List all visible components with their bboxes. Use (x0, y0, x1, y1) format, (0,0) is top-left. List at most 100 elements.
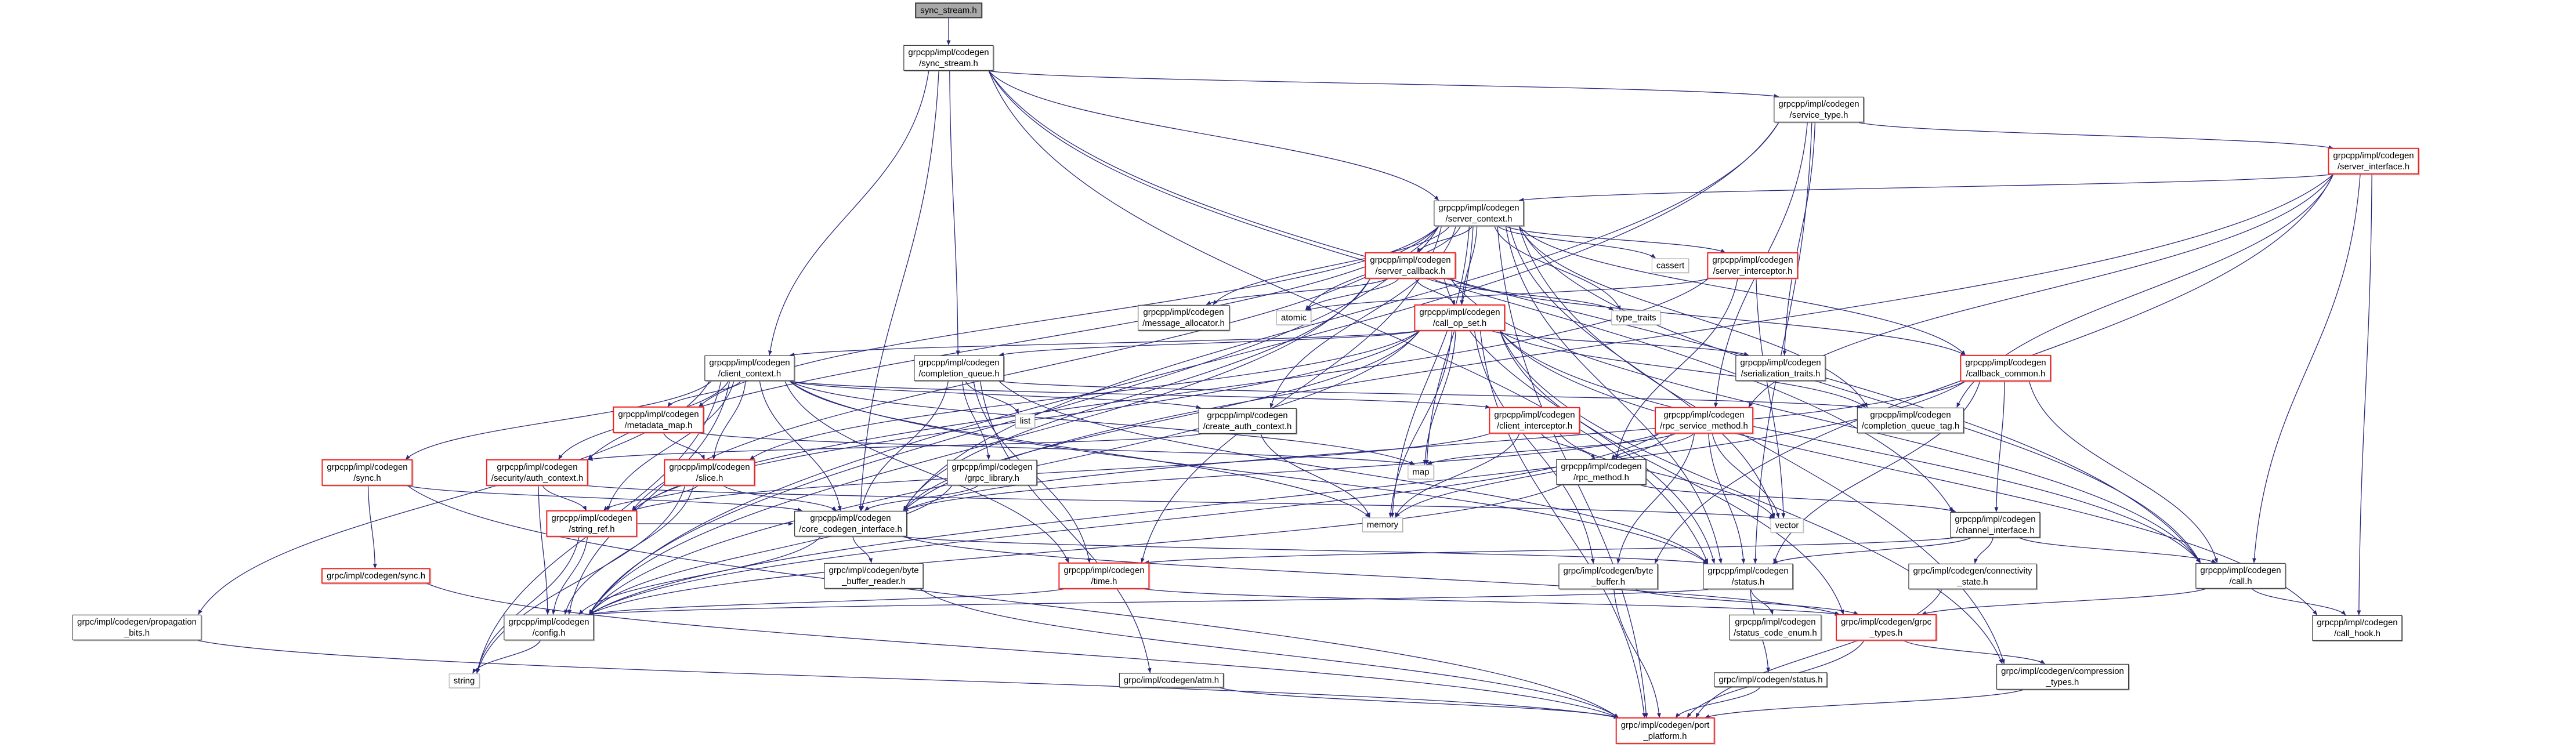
graph-node-status-pp[interactable]: grpcpp/impl/codegen /status.h (1703, 563, 1793, 590)
graph-edge-server-context-to-call-op-set (1460, 226, 1478, 305)
graph-edge-call-op-set-to-map (1423, 331, 1456, 465)
graph-node-cassert[interactable]: cassert (1651, 258, 1689, 273)
graph-node-sync-c[interactable]: grpc/impl/codegen/sync.h (321, 568, 431, 584)
graph-edge-time-to-config (588, 588, 1064, 616)
graph-edge-server-context-to-auth-context (588, 226, 1439, 460)
graph-edge-grpc-library-to-core-codegen-interface (864, 485, 979, 512)
graph-node-call[interactable]: grpcpp/impl/codegen /call.h (2195, 563, 2286, 589)
graph-node-rpc-service-method[interactable]: grpcpp/impl/codegen /rpc_service_method.… (1655, 407, 1753, 434)
graph-node-callback-common[interactable]: grpcpp/impl/codegen /callback_common.h (1960, 354, 2052, 382)
graph-edge-client-context-to-core-codegen-interface (759, 381, 842, 511)
graph-node-channel-interface[interactable]: grpcpp/impl/codegen /channel_interface.h (1950, 512, 2040, 538)
graph-edge-call-to-call-hook (2252, 589, 2346, 615)
graph-edge-client-context-to-status-pp (789, 380, 1709, 564)
graph-edge-server-context-to-server-callback (1417, 226, 1472, 253)
graph-edge-server-interface-to-call (2252, 174, 2361, 563)
graph-node-client-context[interactable]: grpcpp/impl/codegen /client_context.h (704, 355, 795, 382)
graph-edge-slice-to-config (564, 485, 694, 615)
graph-node-vector[interactable]: vector (1770, 518, 1804, 533)
graph-edge-sync-stream-to-core-codegen-interface (858, 71, 939, 511)
graph-node-list[interactable]: list (1015, 414, 1036, 429)
graph-node-grpc-library[interactable]: grpcpp/impl/codegen /grpc_library.h (947, 459, 1037, 486)
graph-node-propagation-bits[interactable]: grpc/impl/codegen/propagation _bits.h (73, 614, 201, 641)
graph-edge-channel-interface-to-status-pp (1772, 537, 1971, 564)
graph-node-string-ref[interactable]: grpcpp/impl/codegen /string_ref.h (546, 510, 638, 538)
graph-node-server-context[interactable]: grpcpp/impl/codegen /server_context.h (1434, 200, 1524, 227)
graph-edge-rpc-service-method-to-vector (1712, 433, 1780, 518)
graph-node-sync-pp[interactable]: grpcpp/impl/codegen /sync.h (321, 459, 413, 487)
graph-node-call-op-set[interactable]: grpcpp/impl/codegen /call_op_set.h (1414, 304, 1506, 332)
graph-node-byte-buffer-reader[interactable]: grpc/impl/codegen/byte _buffer_reader.h (824, 563, 924, 589)
graph-edge-server-context-to-vector (1509, 226, 1775, 518)
graph-edge-callback-common-to-channel-interface (1994, 381, 2005, 512)
graph-edge-auth-context-to-string-ref (542, 485, 587, 511)
graph-edge-server-context-to-time (1141, 226, 1442, 563)
graph-node-byte-buffer[interactable]: grpc/impl/codegen/byte _buffer.h (1558, 563, 1658, 590)
graph-edge-server-context-to-message-allocator (1213, 226, 1450, 305)
graph-edge-callback-common-to-core-codegen-interface (903, 380, 1966, 512)
graph-edge-rpc-method-to-channel-interface (1640, 484, 1956, 513)
graph-node-core-codegen-interface[interactable]: grpcpp/impl/codegen /core_codegen_interf… (794, 510, 907, 537)
graph-node-completion-queue[interactable]: grpcpp/impl/codegen /completion_queue.h (914, 355, 1004, 382)
graph-node-status-c[interactable]: grpc/impl/codegen/status.h (1714, 672, 1828, 687)
graph-edge-server-context-to-completion-queue-tag (1518, 226, 1868, 408)
graph-edge-grpc-library-to-config (588, 485, 953, 615)
graph-node-connectivity-state[interactable]: grpc/impl/codegen/connectivity _state.h (1908, 563, 2037, 590)
graph-node-string[interactable]: string (448, 673, 480, 688)
graph-edge-sync-c-to-port-platform (426, 583, 1619, 719)
graph-edge-server-context-to-call (1518, 226, 2201, 563)
graph-node-compression-types[interactable]: grpc/impl/codegen/compression _types.h (1996, 663, 2129, 690)
graph-edge-call-to-grpc-types (1921, 588, 2206, 615)
graph-edge-metadata-map-to-map (699, 432, 1415, 466)
graph-node-completion-queue-tag[interactable]: grpcpp/impl/codegen /completion_queue_ta… (1857, 407, 1964, 434)
graph-node-sync-stream[interactable]: grpcpp/impl/codegen /sync_stream.h (903, 45, 994, 71)
graph-edge-service-type-to-core-codegen-interface (903, 122, 1779, 511)
graph-node-config[interactable]: grpcpp/impl/codegen /config.h (504, 614, 594, 641)
graph-edge-server-callback-to-call-op-set (1414, 278, 1456, 305)
graph-node-create-auth-context[interactable]: grpcpp/impl/codegen /create_auth_context… (1198, 408, 1297, 434)
graph-node-call-hook[interactable]: grpcpp/impl/codegen /call_hook.h (2312, 615, 2403, 641)
graph-node-auth-context[interactable]: grpcpp/impl/codegen /security/auth_conte… (486, 459, 589, 487)
graph-node-status-code-enum[interactable]: grpcpp/impl/codegen /status_code_enum.h (1729, 614, 1822, 641)
graph-node-atomic[interactable]: atomic (1276, 310, 1312, 325)
graph-node-rpc-method[interactable]: grpcpp/impl/codegen /rpc_method.h (1556, 459, 1647, 485)
graph-node-atm[interactable]: grpc/impl/codegen/atm.h (1119, 673, 1224, 688)
graph-node-serialization-traits[interactable]: grpcpp/impl/codegen /serialization_trait… (1735, 355, 1826, 382)
graph-edge-call-op-set-to-client-context (789, 330, 1420, 357)
graph-node-time[interactable]: grpcpp/impl/codegen /time.h (1058, 562, 1150, 590)
graph-edge-client-interceptor-to-string-ref (631, 433, 1490, 512)
graph-edge-client-context-to-config (567, 381, 730, 615)
graph-edge-sync-stream-to-completion-queue (949, 71, 960, 356)
graph-node-type-traits[interactable]: type_traits (1611, 310, 1661, 325)
graph-edge-propagation-bits-to-port-platform (198, 640, 1619, 719)
graph-edge-compression-types-to-port-platform (1705, 689, 2023, 719)
graph-edge-core-codegen-interface-to-grpc-types (903, 536, 1840, 615)
graph-node-service-type[interactable]: grpcpp/impl/codegen /service_type.h (1774, 96, 1864, 123)
graph-node-grpc-types[interactable]: grpc/impl/codegen/grpc _types.h (1836, 614, 1937, 641)
graph-edge-server-context-to-config (588, 226, 1439, 615)
graph-node-map[interactable]: map (1408, 465, 1434, 480)
graph-node-server-interceptor[interactable]: grpcpp/impl/codegen /server_interceptor.… (1707, 252, 1799, 280)
graph-edge-slice-to-string (476, 485, 686, 674)
graph-edge-sync-stream-to-client-context (768, 71, 929, 356)
graph-node-server-interface[interactable]: grpcpp/impl/codegen /server_interface.h (2328, 147, 2419, 175)
graph-edge-time-to-grpc-types (1144, 588, 1840, 616)
graph-edge-grpc-types-to-compression-types (1904, 640, 2046, 665)
graph-node-server-callback[interactable]: grpcpp/impl/codegen /server_callback.h (1365, 252, 1456, 280)
graph-node-client-interceptor[interactable]: grpcpp/impl/codegen /client_interceptor.… (1489, 407, 1580, 434)
graph-node-port-platform[interactable]: grpc/impl/codegen/port _platform.h (1615, 717, 1715, 745)
graph-node-metadata-map[interactable]: grpcpp/impl/codegen /metadata_map.h (613, 406, 704, 434)
graph-edge-completion-queue-to-core-codegen-interface (860, 381, 949, 511)
graph-node-slice[interactable]: grpcpp/impl/codegen /slice.h (664, 459, 755, 487)
graph-node-message-allocator[interactable]: grpcpp/impl/codegen /message_allocator.h (1138, 304, 1229, 331)
graph-edge-completion-queue-to-list (965, 381, 1019, 414)
graph-edge-channel-interface-to-time (1144, 537, 1953, 565)
graph-edge-server-interface-to-call-hook (2357, 174, 2372, 615)
graph-edge-server-context-to-type-traits (1494, 226, 1621, 311)
graph-edge-server-context-to-compression-types (1518, 226, 2005, 664)
graph-node-memory[interactable]: memory (1362, 517, 1403, 532)
graph-edge-string-ref-to-config (551, 536, 588, 615)
graph-edge-call-op-set-to-compression-types (1499, 331, 2003, 664)
graph-edge-call-op-set-to-memory (1388, 331, 1453, 518)
